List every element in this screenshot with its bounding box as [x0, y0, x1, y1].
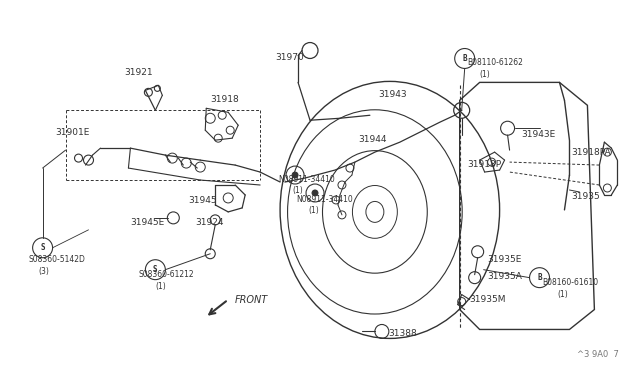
Text: S08360-61212: S08360-61212 [138, 270, 194, 279]
Text: S: S [40, 243, 45, 252]
Text: 31970: 31970 [275, 52, 304, 61]
Text: 31935: 31935 [572, 192, 600, 201]
Text: 31918P: 31918P [468, 160, 502, 169]
Text: 31921: 31921 [124, 68, 153, 77]
Text: 31943E: 31943E [522, 130, 556, 139]
Text: (1): (1) [479, 70, 490, 80]
Text: 31918: 31918 [210, 95, 239, 104]
Text: 31945: 31945 [188, 196, 217, 205]
Text: N: N [313, 190, 317, 196]
Text: 31918PA: 31918PA [572, 148, 611, 157]
Text: S08360-5142D: S08360-5142D [29, 255, 86, 264]
Text: S: S [153, 265, 157, 274]
Text: B08110-61262: B08110-61262 [468, 58, 524, 67]
Text: N: N [293, 172, 297, 178]
Text: 31901E: 31901E [56, 128, 90, 137]
Text: (1): (1) [292, 186, 303, 195]
Circle shape [292, 172, 298, 178]
Text: B: B [462, 54, 467, 63]
Text: N08911-34410: N08911-34410 [278, 175, 335, 184]
Text: 31935A: 31935A [488, 272, 522, 281]
Circle shape [312, 190, 318, 196]
Text: 31943: 31943 [378, 90, 406, 99]
Text: B08160-61610: B08160-61610 [543, 278, 598, 287]
Text: 31388: 31388 [388, 330, 417, 339]
Text: 31945E: 31945E [131, 218, 164, 227]
Text: 31935E: 31935E [488, 255, 522, 264]
Text: N08911-34410: N08911-34410 [296, 195, 353, 204]
Text: ^3 9A0  7: ^3 9A0 7 [577, 350, 620, 359]
Text: B: B [537, 273, 542, 282]
Text: FRONT: FRONT [235, 295, 268, 305]
Text: (3): (3) [38, 267, 49, 276]
Text: (1): (1) [156, 282, 166, 291]
Text: (1): (1) [557, 290, 568, 299]
Text: 31924: 31924 [195, 218, 224, 227]
Text: 31935M: 31935M [470, 295, 506, 304]
Text: (1): (1) [308, 206, 319, 215]
Text: 31944: 31944 [358, 135, 387, 144]
